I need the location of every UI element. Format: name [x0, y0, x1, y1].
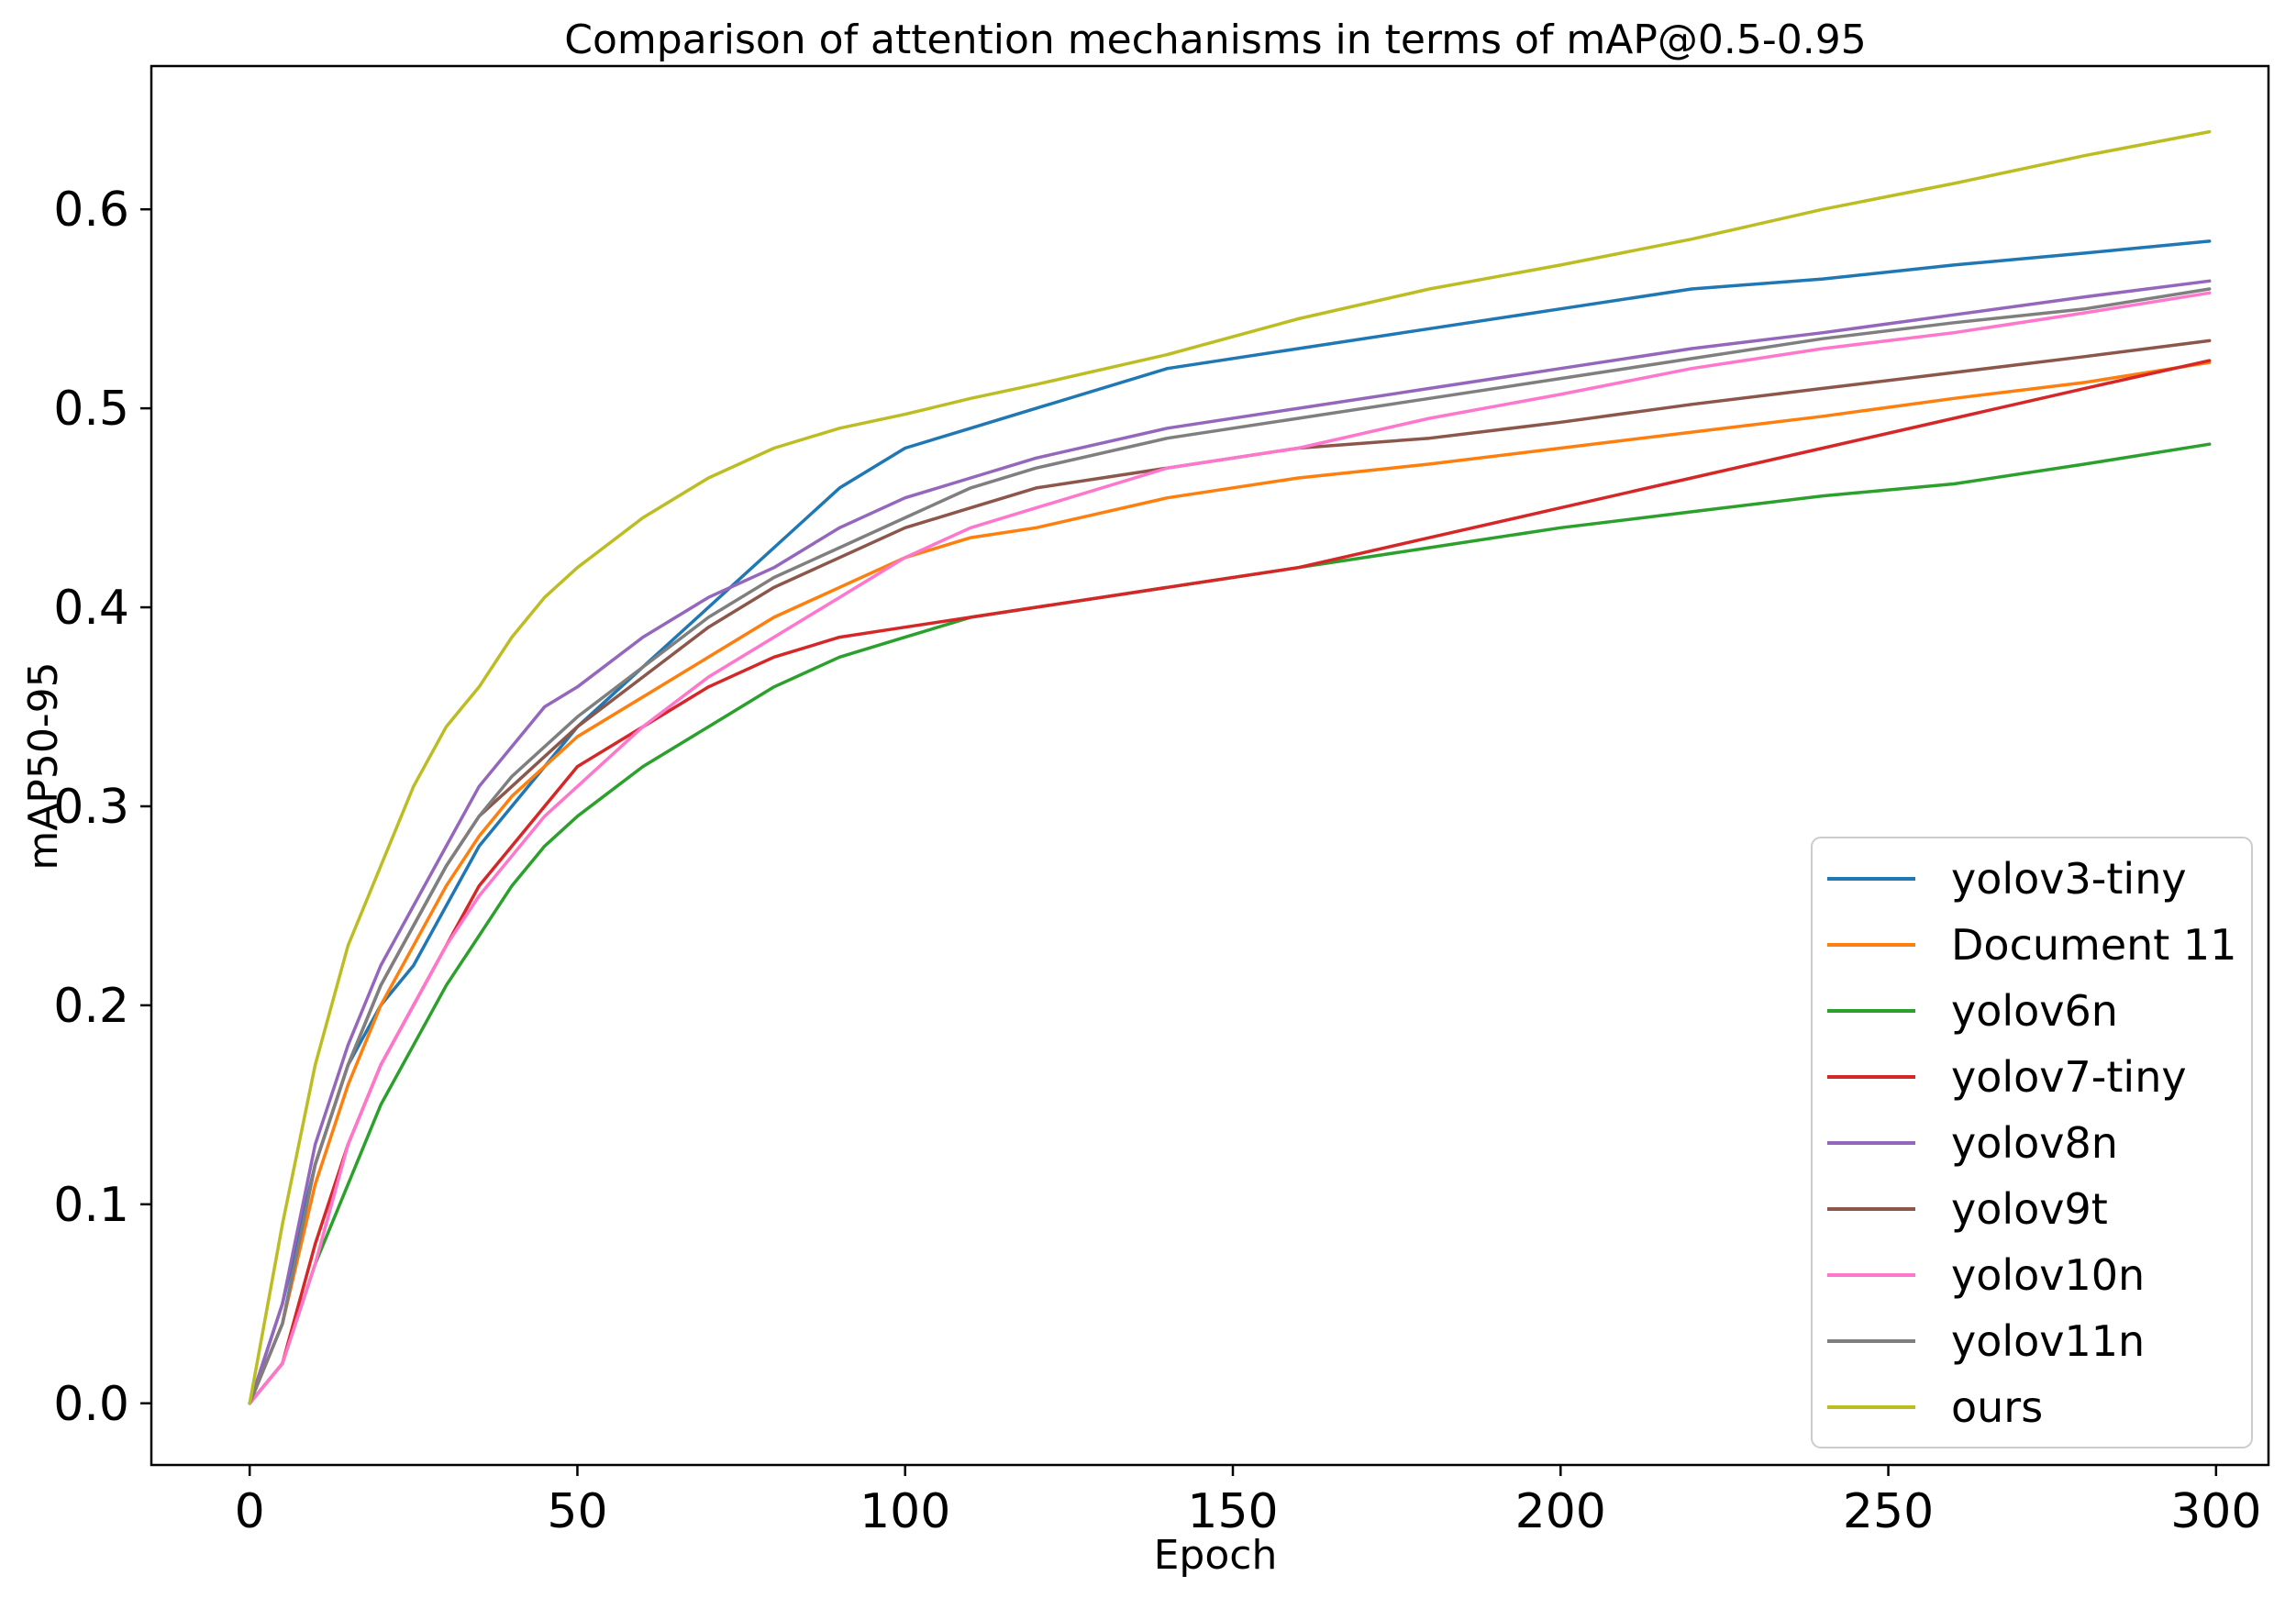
x-tick-label-0: 0 [235, 1484, 265, 1539]
legend-label-4: yolov8n [1951, 1118, 2118, 1168]
y-tick-label-4: 0.4 [53, 581, 129, 636]
legend-label-6: yolov10n [1951, 1250, 2145, 1300]
legend-label-7: yolov11n [1951, 1316, 2145, 1366]
series-line-2 [248, 442, 2212, 1405]
x-axis-label: Epoch [1154, 1532, 1278, 1579]
x-tick-label-6: 300 [2170, 1484, 2261, 1539]
plot-frame [150, 64, 2270, 1467]
legend: yolov3-tiny Document 11 yolov6n yolov7-tiny… [1811, 837, 2253, 1448]
x-tick-label-1: 50 [547, 1484, 607, 1539]
x-axis-ticks: 0 50 100 150 200 250 300 [235, 1465, 2261, 1539]
y-tick-label-0: 0.0 [53, 1377, 129, 1432]
y-axis-label: mAP50-95 [20, 661, 67, 870]
legend-label-5: yolov9t [1951, 1184, 2108, 1234]
series-line-6 [248, 291, 2212, 1405]
series-layer [248, 129, 2212, 1405]
series-line-0 [248, 239, 2212, 1405]
legend-label-0: yolov3-tiny [1951, 854, 2187, 904]
series-line-4 [248, 279, 2212, 1405]
y-tick-label-2: 0.2 [53, 979, 129, 1034]
legend-label-1: Document 11 [1951, 920, 2236, 970]
chart-title: Comparison of attention mechanisms in te… [564, 17, 1867, 63]
series-line-7 [248, 287, 2212, 1405]
legend-box [1811, 837, 2253, 1448]
x-tick-label-2: 100 [860, 1484, 950, 1539]
series-line-8 [248, 129, 2212, 1405]
x-tick-label-5: 250 [1843, 1484, 1934, 1539]
legend-label-3: yolov7-tiny [1951, 1052, 2187, 1102]
y-tick-label-3: 0.3 [53, 780, 129, 835]
legend-label-8: ours [1951, 1382, 2043, 1432]
x-tick-label-3: 150 [1187, 1484, 1278, 1539]
y-tick-label-5: 0.5 [53, 382, 129, 437]
y-tick-label-1: 0.1 [53, 1178, 129, 1233]
y-tick-label-6: 0.6 [53, 183, 129, 238]
y-axis-ticks: 0.0 0.1 0.2 0.3 0.4 0.5 0.6 [53, 183, 151, 1432]
series-line-1 [248, 361, 2212, 1405]
x-tick-label-4: 200 [1515, 1484, 1606, 1539]
legend-label-2: yolov6n [1951, 986, 2118, 1036]
